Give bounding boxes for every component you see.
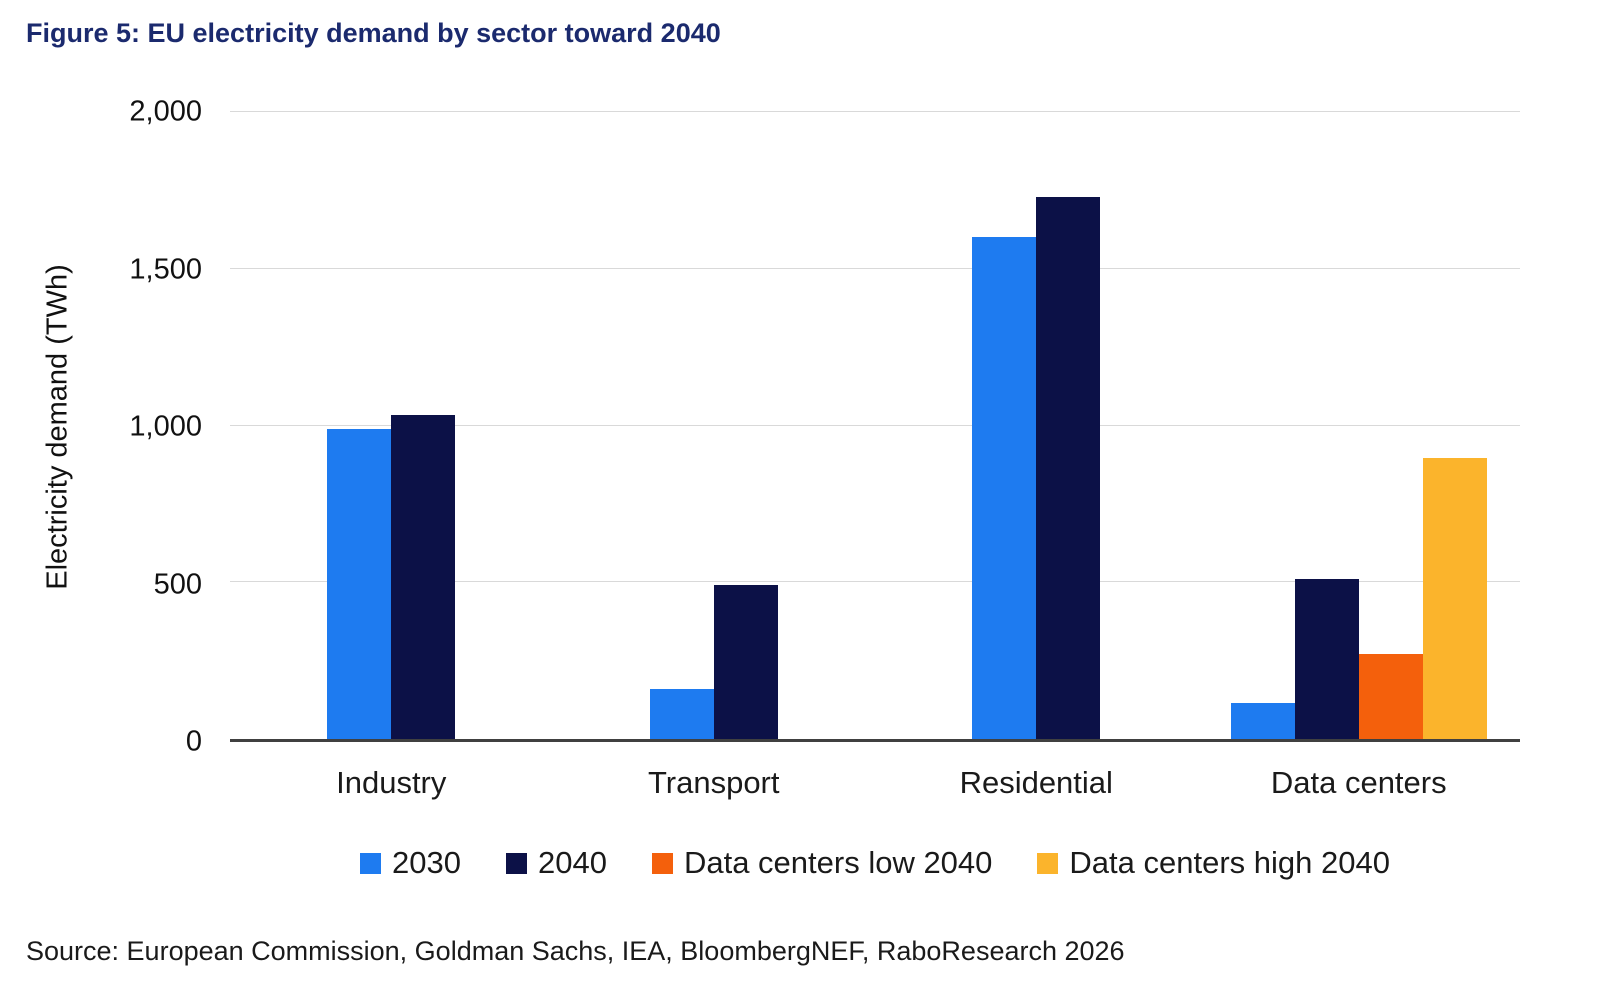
legend-item-2030: 2030 bbox=[360, 845, 461, 881]
y-tick-label: 500 bbox=[153, 568, 202, 600]
bar-data-centers-2030 bbox=[1230, 702, 1295, 739]
bar-groups bbox=[230, 112, 1520, 739]
legend-swatch-2030 bbox=[360, 852, 382, 874]
legend-item-data-centers-high-2040: Data centers high 2040 bbox=[1037, 845, 1390, 881]
x-axis-label-residential: Residential bbox=[959, 765, 1113, 800]
gridline bbox=[230, 581, 1520, 583]
legend-swatch-2040 bbox=[505, 852, 527, 874]
bar-group-residential bbox=[875, 112, 1198, 739]
y-tick-label: 1,000 bbox=[129, 410, 202, 443]
bar-data-centers-data-centers-high-2040 bbox=[1422, 458, 1487, 739]
plot-area bbox=[230, 111, 1520, 742]
legend-label: Data centers high 2040 bbox=[1069, 845, 1390, 880]
y-tick-label: 1,500 bbox=[129, 253, 202, 285]
bar-group-data-centers bbox=[1198, 112, 1521, 739]
legend-label: Data centers low 2040 bbox=[683, 845, 993, 880]
gridline bbox=[230, 111, 1520, 112]
bar-industry-2030 bbox=[327, 428, 392, 739]
bar-data-centers-2040 bbox=[1294, 579, 1359, 739]
gridline bbox=[230, 424, 1520, 426]
x-axis-labels: Industry Transport Residential Data centers bbox=[230, 765, 1520, 801]
bar-group-transport bbox=[553, 112, 876, 739]
y-axis-ticks: 0 500 1,000 1,500 2,000 bbox=[85, 96, 230, 758]
bar-group-industry bbox=[230, 112, 553, 739]
legend-item-data-centers-low-2040: Data centers low 2040 bbox=[651, 845, 993, 881]
legend-swatch-data-centers-high-2040 bbox=[1037, 852, 1059, 874]
legend-item-2040: 2040 bbox=[505, 845, 607, 881]
bar-data-centers-data-centers-low-2040 bbox=[1358, 654, 1423, 739]
source-text: Source: European Commission, Goldman Sac… bbox=[26, 936, 1125, 966]
x-axis-label-industry: Industry bbox=[336, 765, 447, 800]
bar-transport-2040 bbox=[713, 585, 778, 739]
y-axis: Electricity demand (TWh) bbox=[30, 112, 85, 742]
y-tick-label: 2,000 bbox=[129, 95, 202, 128]
bar-residential-2030 bbox=[972, 237, 1037, 739]
bar-industry-2040 bbox=[391, 414, 456, 739]
bar-residential-2040 bbox=[1036, 196, 1101, 739]
chart: Electricity demand (TWh) 0 500 1,000 1,500 2… bbox=[30, 96, 1520, 758]
legend-label: 2040 bbox=[537, 845, 607, 880]
gridline bbox=[230, 267, 1520, 269]
legend-swatch-data-centers-low-2040 bbox=[651, 852, 673, 874]
legend: 2030 2040 Data centers low 2040 Data center… bbox=[230, 845, 1520, 881]
figure-title: Figure 5: EU electricity demand by secto… bbox=[26, 18, 721, 48]
y-tick-label: 0 bbox=[185, 725, 202, 758]
x-axis-label-transport: Transport bbox=[647, 765, 780, 800]
legend-label: 2030 bbox=[392, 845, 461, 880]
y-axis-label: Electricity demand (TWh) bbox=[41, 264, 73, 590]
x-axis-label-data-centers: Data centers bbox=[1270, 765, 1447, 800]
bar-transport-2030 bbox=[649, 688, 714, 739]
